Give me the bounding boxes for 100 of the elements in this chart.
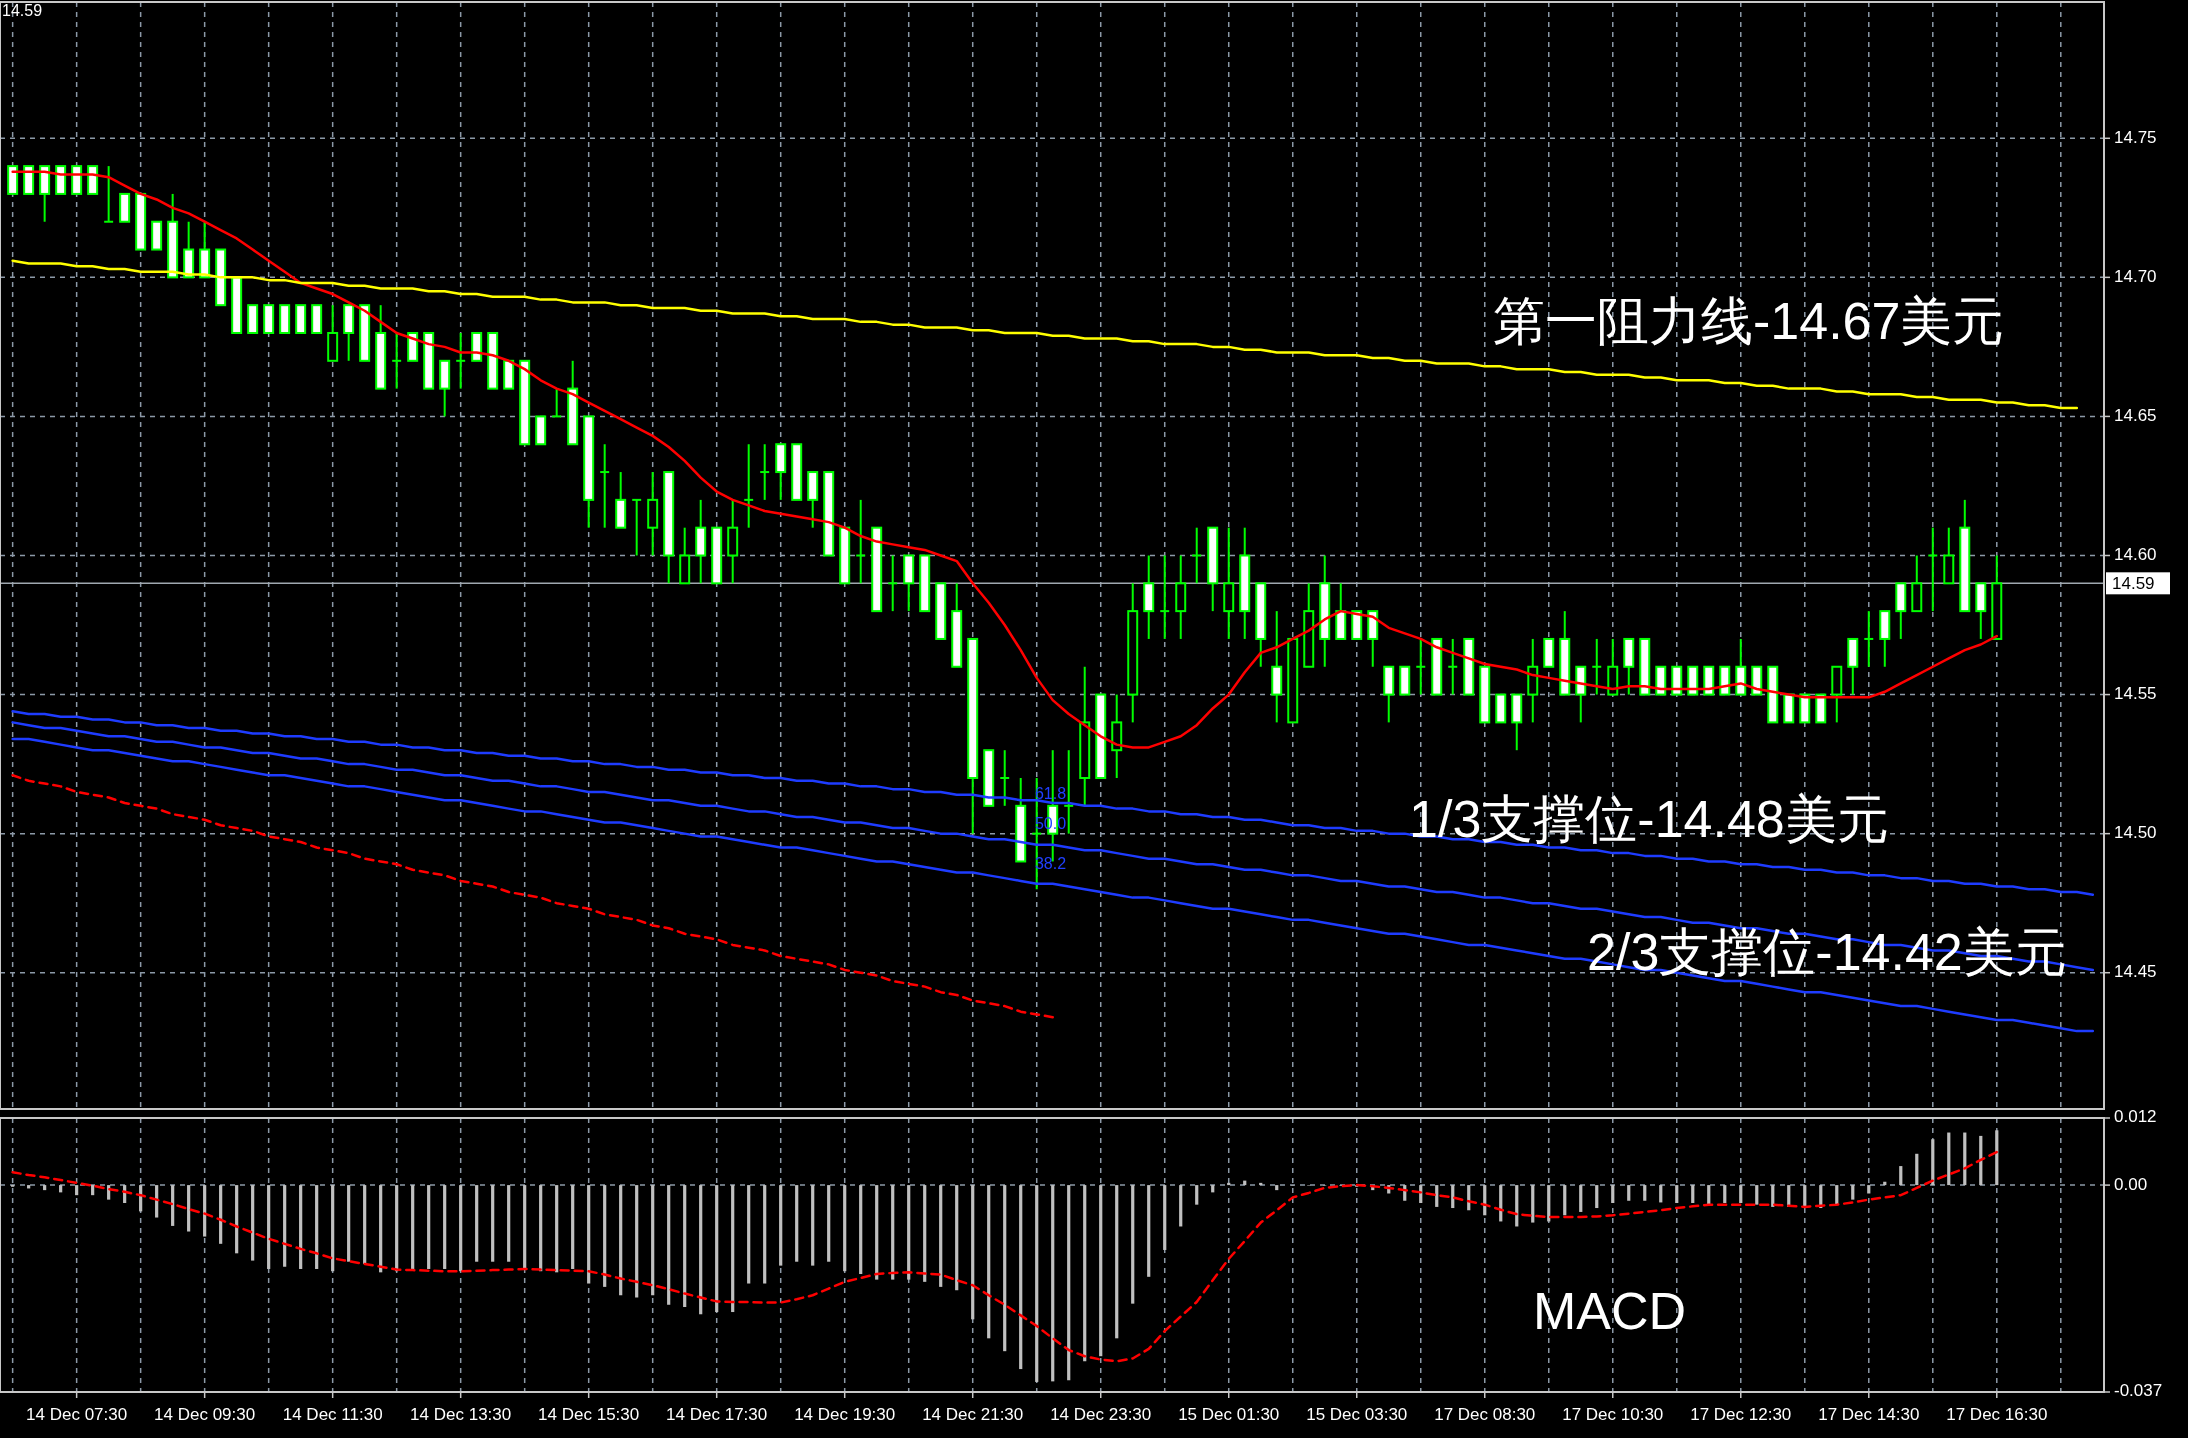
bar [523,1185,527,1269]
bar [1579,1185,1583,1212]
x-tick-label: 14 Dec 13:30 [410,1405,512,1424]
bar [587,1185,591,1284]
y-tick-label: 14.55 [2114,684,2157,704]
x-tick-label: 17 Dec 16:30 [1946,1405,2048,1424]
bar [715,1185,719,1313]
candlestick [551,387,563,418]
candlestick [103,165,115,223]
candlestick [1159,554,1171,640]
bar [267,1185,271,1269]
bar [619,1185,623,1296]
bar [827,1185,831,1262]
bar [1163,1185,1167,1250]
bar [731,1185,735,1313]
bar [379,1185,383,1273]
bar [347,1185,351,1262]
x-tick-label: 14 Dec 07:30 [26,1405,128,1424]
bar [1099,1185,1103,1357]
candlestick [999,749,1011,807]
bar [1691,1185,1695,1203]
y-tick-label: 14.45 [2114,962,2157,982]
bar [491,1185,495,1262]
candlestick [1927,526,1939,613]
bar [891,1185,895,1280]
x-tick-label: 17 Dec 08:30 [1434,1405,1536,1424]
bar [59,1185,63,1193]
bar [1643,1185,1647,1201]
y-tick-label: 14.75 [2114,127,2157,147]
bar [1739,1185,1743,1203]
bar [971,1185,975,1320]
candlestick [1591,637,1603,696]
bar [251,1185,255,1261]
bar [1995,1130,1999,1186]
bar [43,1185,47,1191]
x-tick-label: 15 Dec 01:30 [1178,1405,1280,1424]
bar [1003,1185,1007,1352]
x-tick-label: 14 Dec 15:30 [538,1405,640,1424]
bar [763,1185,767,1284]
bar [1275,1185,1279,1191]
x-tick-label: 14 Dec 23:30 [1050,1405,1152,1424]
bar [1211,1185,1215,1193]
bar [427,1185,431,1269]
y-tick-label: -0.037 [2114,1381,2163,1401]
ref-line-label: 14.59 [2112,574,2155,594]
candlestick [759,443,771,501]
bar [1147,1185,1151,1277]
bar [1755,1185,1759,1205]
bar [1723,1185,1727,1203]
bar [651,1185,655,1296]
bar [411,1185,415,1269]
bar [1035,1185,1039,1382]
bar [187,1185,191,1232]
bar [987,1185,991,1339]
bar [1851,1185,1855,1200]
bar [1051,1185,1055,1382]
y-tick-label: 0.00 [2114,1174,2148,1194]
y-tick-label: 14.65 [2114,405,2157,425]
x-tick-label: 17 Dec 14:30 [1818,1405,1920,1424]
x-tick-label: 17 Dec 10:30 [1562,1405,1664,1424]
bar [603,1185,607,1287]
bar [315,1185,319,1269]
candlestick [855,498,867,585]
bar [91,1185,95,1196]
x-tick-label: 14 Dec 19:30 [794,1405,896,1424]
bar [843,1185,847,1272]
bar [1659,1185,1663,1203]
y-tick-label: 14.60 [2114,544,2157,564]
x-tick-label: 14 Dec 11:30 [282,1405,383,1424]
bar [1547,1185,1551,1222]
bar [475,1185,479,1262]
x-tick-label: 14 Dec 17:30 [666,1405,768,1424]
bar [1595,1185,1599,1209]
bar [1115,1185,1119,1339]
y-tick-label: 14.70 [2114,266,2157,286]
chart-title: 14.59 [2,2,43,19]
bar [795,1185,799,1262]
bar [1435,1185,1439,1207]
bar [811,1185,815,1266]
candlestick [743,443,755,529]
bar [1451,1185,1455,1209]
bar [747,1185,751,1284]
bar [779,1185,783,1266]
bar [1195,1185,1199,1205]
bar [203,1185,207,1237]
x-tick-label: 15 Dec 03:30 [1306,1405,1408,1424]
bar [1611,1185,1615,1203]
line-series [11,259,2079,410]
bar [363,1185,367,1264]
bar [683,1185,687,1307]
bar [1083,1185,1087,1362]
bar [1531,1185,1535,1223]
bar [907,1185,911,1280]
line-series [11,737,2095,1033]
bar [75,1185,79,1196]
bar [507,1185,511,1262]
bar [171,1185,175,1226]
bar [219,1185,223,1244]
bar [299,1185,303,1269]
bar [235,1185,239,1254]
